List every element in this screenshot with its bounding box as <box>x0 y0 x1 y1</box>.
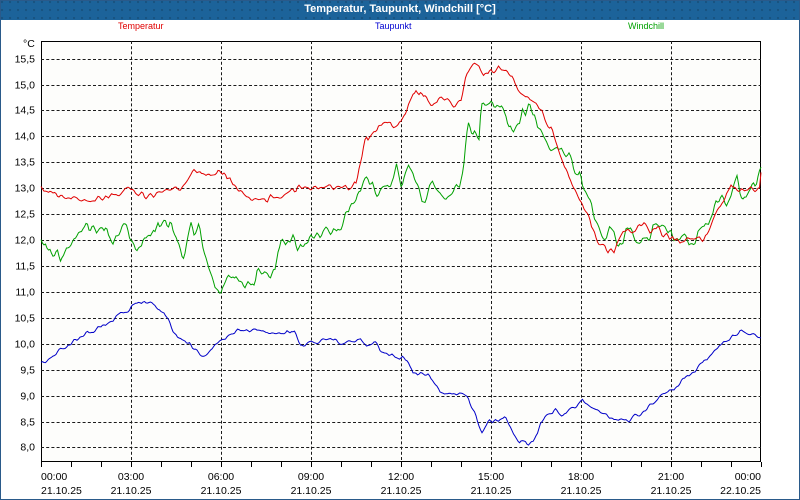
svg-text:12,5: 12,5 <box>15 209 36 221</box>
svg-text:09:00: 09:00 <box>298 471 324 483</box>
svg-text:21.10.25: 21.10.25 <box>41 485 82 497</box>
svg-text:18:00: 18:00 <box>568 471 594 483</box>
svg-text:21.10.25: 21.10.25 <box>201 485 242 497</box>
svg-text:21:00: 21:00 <box>658 471 684 483</box>
svg-text:°C: °C <box>23 38 35 50</box>
svg-text:11,5: 11,5 <box>15 261 35 273</box>
svg-text:21.10.25: 21.10.25 <box>561 485 602 497</box>
svg-text:21.10.25: 21.10.25 <box>471 485 512 497</box>
svg-text:13,5: 13,5 <box>15 157 36 169</box>
svg-text:12:00: 12:00 <box>388 471 414 483</box>
svg-text:10,5: 10,5 <box>15 313 36 325</box>
svg-text:21.10.25: 21.10.25 <box>291 485 332 497</box>
svg-text:14,0: 14,0 <box>15 131 36 143</box>
svg-text:00:00: 00:00 <box>41 471 67 483</box>
svg-text:21.10.25: 21.10.25 <box>651 485 692 497</box>
svg-text:9,5: 9,5 <box>20 365 35 377</box>
svg-text:00:00: 00:00 <box>735 471 761 483</box>
svg-text:11,0: 11,0 <box>15 287 35 299</box>
svg-text:8,5: 8,5 <box>20 417 35 429</box>
svg-text:13,0: 13,0 <box>15 183 36 195</box>
svg-text:14,5: 14,5 <box>15 105 36 117</box>
svg-text:8,0: 8,0 <box>20 442 35 454</box>
svg-text:21.10.25: 21.10.25 <box>111 485 152 497</box>
svg-text:15:00: 15:00 <box>478 471 504 483</box>
svg-text:22.10.25: 22.10.25 <box>720 485 761 497</box>
svg-text:15,5: 15,5 <box>15 54 36 66</box>
svg-text:9,0: 9,0 <box>20 391 35 403</box>
svg-text:06:00: 06:00 <box>208 471 234 483</box>
svg-text:03:00: 03:00 <box>118 471 144 483</box>
svg-text:10,0: 10,0 <box>15 339 36 351</box>
svg-text:15,0: 15,0 <box>15 80 36 92</box>
svg-text:12,0: 12,0 <box>15 235 36 247</box>
svg-text:21.10.25: 21.10.25 <box>381 485 422 497</box>
